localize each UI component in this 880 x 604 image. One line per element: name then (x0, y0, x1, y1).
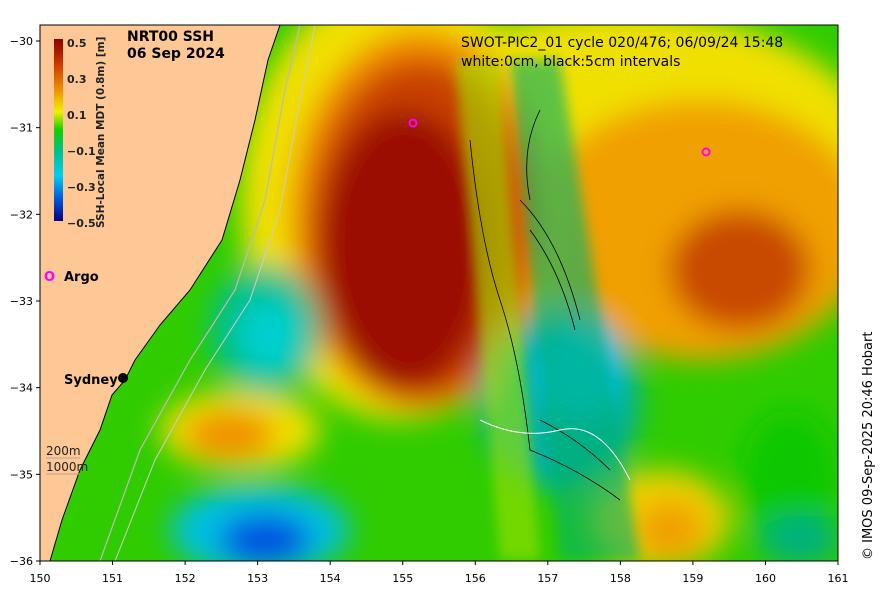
swot-contour-legend: white:0cm, black:5cm intervals (461, 54, 680, 70)
colorbar-tick: −0.1 (67, 145, 96, 158)
y-tick-label: −32 (10, 208, 33, 221)
sydney-marker (118, 373, 128, 383)
x-tick-label: 153 (247, 572, 268, 585)
colorbar-tick: 0.5 (67, 37, 87, 50)
y-tick-label: −35 (10, 468, 33, 481)
y-tick-label: −34 (10, 382, 33, 395)
x-tick-label: 159 (682, 572, 703, 585)
swot-swath (455, 60, 640, 560)
map-title: NRT00 SSH (127, 29, 214, 45)
depth-1000m-label: 1000m (46, 460, 88, 474)
argo-float-marker[interactable] (701, 147, 711, 157)
x-tick-label: 152 (175, 572, 196, 585)
x-tick-label: 151 (102, 572, 123, 585)
argo-float-marker[interactable] (408, 118, 418, 128)
x-tick-label: 160 (755, 572, 776, 585)
colorbar-tick: −0.5 (67, 217, 96, 230)
map-date: 06 Sep 2024 (127, 46, 225, 62)
depth-200m-label: 200m (46, 444, 81, 458)
swot-contours (469, 109, 621, 501)
x-tick-label: 158 (610, 572, 631, 585)
y-axis: −30 −31 −32 −33 −34 −35 −36 (10, 35, 40, 568)
credit-text: © IMOS 09-Sep-2025 20:46 Hobart (861, 332, 876, 560)
ssh-field (40, 25, 838, 561)
y-tick-label: −33 (10, 295, 33, 308)
x-tick-label: 154 (320, 572, 341, 585)
plot-frame (39, 24, 839, 562)
swot-caption: SWOT-PIC2_01 cycle 020/476; 06/09/24 15:… (461, 35, 783, 51)
zero-contour (479, 419, 631, 481)
x-tick-label: 150 (30, 572, 51, 585)
argo-legend-label: Argo (64, 270, 99, 285)
colorbar-tick: 0.1 (67, 109, 87, 122)
y-tick-label: −30 (10, 35, 33, 48)
x-tick-label: 156 (465, 572, 486, 585)
colorbar-tick: 0.3 (67, 73, 87, 86)
land-australia (40, 25, 281, 561)
depth-200m-contour (99, 25, 301, 561)
x-tick-label: 157 (537, 572, 558, 585)
colorbar-ticks: 0.5 0.3 0.1 −0.1 −0.3 −0.5 (67, 37, 96, 230)
x-tick-label: 155 (392, 572, 413, 585)
x-axis: 150 151 152 153 154 155 156 157 158 159 160 161 (30, 561, 849, 585)
colorbar (54, 39, 63, 221)
sydney-label: Sydney (64, 373, 118, 388)
depth-1000m-contour (114, 25, 316, 561)
colorbar-tick: −0.3 (67, 181, 96, 194)
colorbar-label: SSH-Local Mean MDT (0.8m) [m] (95, 37, 107, 228)
y-tick-label: −36 (10, 555, 33, 568)
argo-legend-symbol: O (44, 270, 55, 285)
y-tick-label: −31 (10, 122, 33, 135)
x-tick-label: 161 (828, 572, 849, 585)
